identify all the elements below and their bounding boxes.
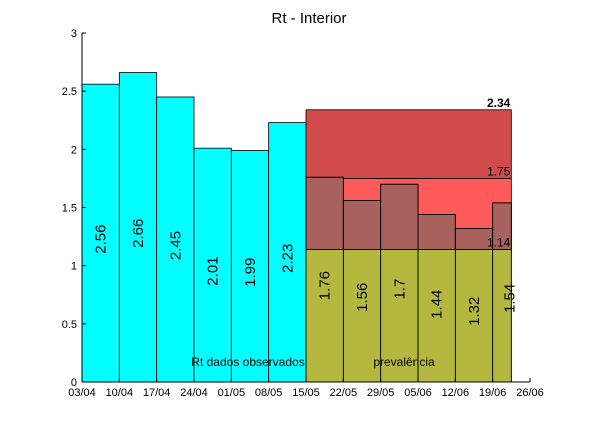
bar-value-label: 1.54 [501,284,518,313]
annotation-prevalence: prevalência [373,355,435,369]
bar-value-label: 1.32 [466,297,483,326]
x-tick-label: 24/04 [180,387,208,399]
bar-10-04 [118,72,158,383]
y-tick-label: 1 [71,261,77,273]
threshold-label-2-34: 2.34 [487,96,511,110]
x-tick-label: 19/06 [479,387,507,399]
axes: 0 0.5 1 1.5 2 2.5 3 03/04 10/04 17/04 24/04 01/05 08… [62,28,544,399]
y-tick-label: 1.5 [62,203,77,215]
bar-value-label: 2.66 [130,219,147,248]
x-tick-label: 01/05 [218,387,246,399]
x-tick-label: 10/04 [106,387,134,399]
x-tick-label: 05/06 [404,387,432,399]
bar-03-04 [81,83,120,383]
y-tick-label: 2 [71,144,77,156]
prevalence-band-1 [305,248,512,383]
y-tick-label: 0.5 [62,319,77,331]
bar-value-label: 1.44 [429,290,446,319]
x-tick-label: 15/05 [292,387,320,399]
bar-overlap-29-05 [380,183,419,250]
y-tick-label: 0 [71,377,77,389]
bar-value-label: 2.23 [279,244,296,273]
bar-overlap-15-05 [305,176,344,250]
bar-value-label: 1.7 [391,279,408,300]
x-tick-label: 26/06 [516,387,544,399]
bar-overlap-05-06 [417,214,456,250]
bar-24-04 [193,147,232,383]
x-tick-label: 29/05 [367,387,395,399]
annotation-observed-data: Rt dados observados [191,355,304,369]
plot-area: 1.14 1.75 2.34 2.56 2.66 2.45 2.01 1.99 2.23 1.76… [81,72,518,383]
bar-overlap-22-05 [342,200,382,250]
x-tick-label: 03/04 [68,387,96,399]
bar-01-05 [230,150,270,383]
bar-value-label: 2.01 [205,256,222,285]
bar-08-05 [268,122,307,383]
bar-17-04 [156,96,195,383]
chart-title: Rt - Interior [271,10,346,27]
y-tick-label: 2.5 [62,86,77,98]
y-tick-label: 3 [71,28,77,40]
bar-value-label: 1.76 [317,271,334,300]
x-tick-label: 22/05 [330,387,358,399]
x-tick-label: 17/04 [143,387,171,399]
bar-value-label: 1.56 [354,283,371,312]
threshold-label-1-75: 1.75 [487,164,511,178]
threshold-label-1-14: 1.14 [487,235,511,249]
bar-value-label: 1.99 [242,258,259,287]
bar-value-label: 2.45 [167,231,184,260]
bar-value-label: 2.56 [93,224,110,253]
x-tick-label: 08/05 [255,387,283,399]
prevalence-band-3 [305,109,512,179]
x-tick-label: 12/06 [442,387,470,399]
